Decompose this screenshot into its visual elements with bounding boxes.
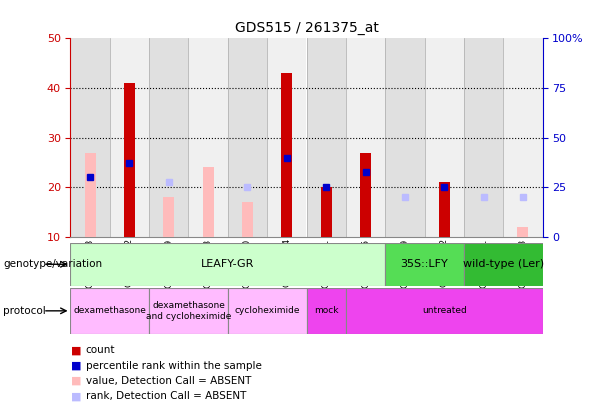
Bar bbox=[242, 202, 253, 237]
Bar bbox=[149, 288, 228, 334]
Bar bbox=[346, 38, 385, 237]
Text: ■: ■ bbox=[70, 376, 81, 386]
Text: mock: mock bbox=[314, 306, 338, 315]
Bar bbox=[85, 153, 96, 237]
Text: 35S::LFY: 35S::LFY bbox=[401, 259, 448, 269]
Text: dexamethasone
and cycloheximide: dexamethasone and cycloheximide bbox=[146, 301, 231, 320]
Bar bbox=[228, 38, 267, 237]
Bar bbox=[163, 197, 174, 237]
Bar bbox=[70, 288, 149, 334]
Text: wild-type (Ler): wild-type (Ler) bbox=[463, 259, 544, 269]
Text: protocol: protocol bbox=[3, 306, 46, 316]
Bar bbox=[189, 38, 228, 237]
Bar bbox=[385, 243, 464, 286]
Text: count: count bbox=[86, 345, 115, 355]
Bar bbox=[321, 187, 332, 237]
Text: cycloheximide: cycloheximide bbox=[234, 306, 300, 315]
Bar bbox=[203, 168, 214, 237]
Bar bbox=[439, 182, 450, 237]
Bar bbox=[110, 38, 149, 237]
Bar bbox=[149, 38, 189, 237]
Bar bbox=[281, 73, 292, 237]
Text: rank, Detection Call = ABSENT: rank, Detection Call = ABSENT bbox=[86, 392, 246, 401]
Bar bbox=[517, 227, 528, 237]
Title: GDS515 / 261375_at: GDS515 / 261375_at bbox=[235, 21, 378, 35]
Text: genotype/variation: genotype/variation bbox=[3, 259, 102, 269]
Text: value, Detection Call = ABSENT: value, Detection Call = ABSENT bbox=[86, 376, 251, 386]
Bar bbox=[70, 38, 110, 237]
Bar bbox=[267, 38, 306, 237]
Bar bbox=[228, 288, 306, 334]
Text: ■: ■ bbox=[70, 361, 81, 371]
Text: untreated: untreated bbox=[422, 306, 466, 315]
Text: ■: ■ bbox=[70, 392, 81, 401]
Bar bbox=[424, 38, 464, 237]
Bar bbox=[464, 38, 503, 237]
Bar bbox=[70, 243, 385, 286]
Bar bbox=[360, 153, 371, 237]
Bar bbox=[464, 243, 543, 286]
Bar bbox=[306, 288, 346, 334]
Bar bbox=[503, 38, 543, 237]
Text: dexamethasone: dexamethasone bbox=[74, 306, 147, 315]
Text: percentile rank within the sample: percentile rank within the sample bbox=[86, 361, 262, 371]
Text: LEAFY-GR: LEAFY-GR bbox=[201, 259, 254, 269]
Text: ■: ■ bbox=[70, 345, 81, 355]
Bar bbox=[385, 38, 424, 237]
Bar bbox=[306, 38, 346, 237]
Bar bbox=[124, 83, 135, 237]
Bar bbox=[346, 288, 543, 334]
